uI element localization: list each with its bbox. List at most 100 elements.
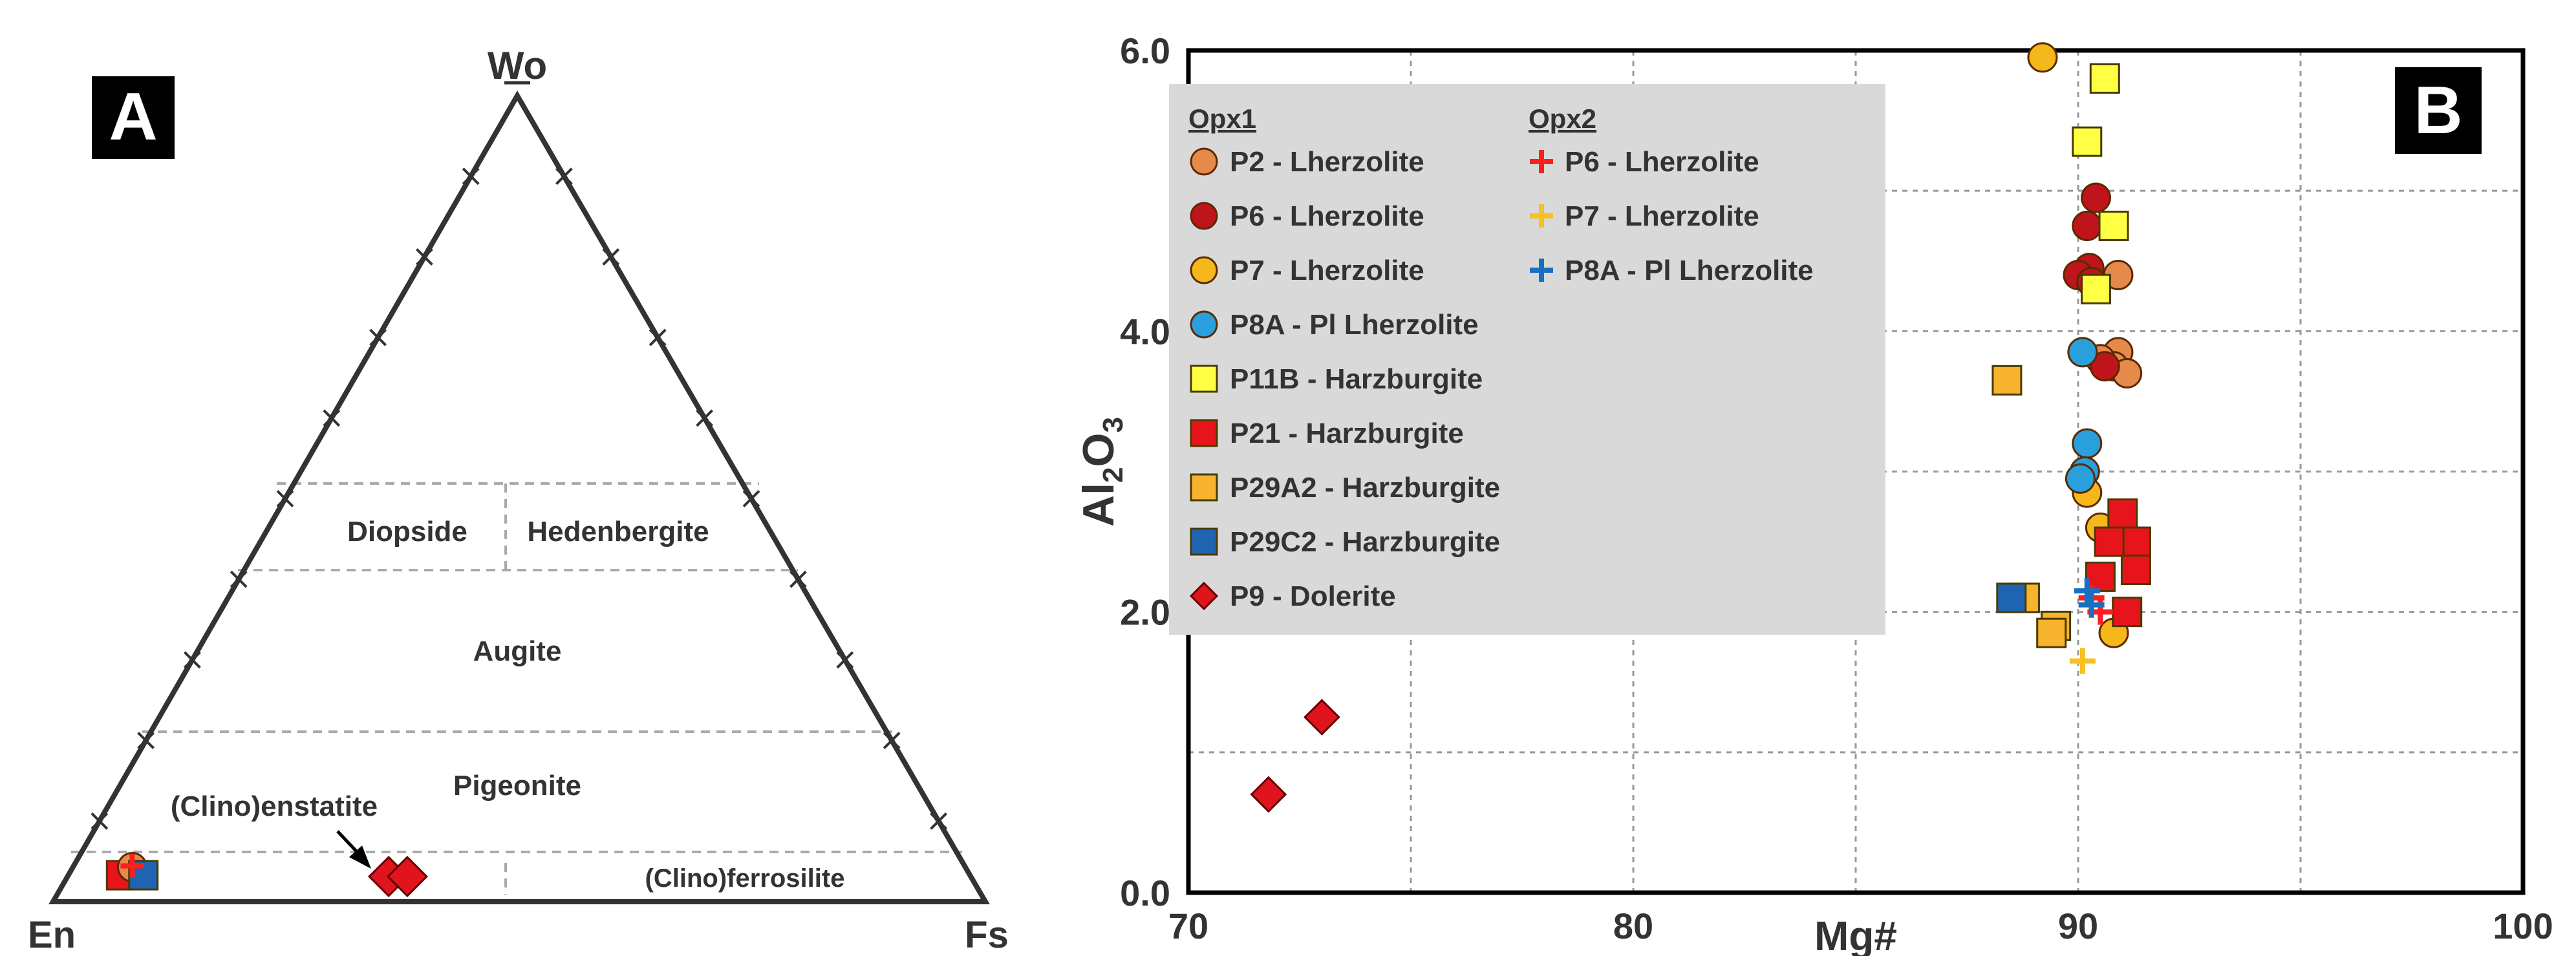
y-tick-label: 2.0 [1120, 592, 1170, 633]
point-opx1-5-5 [2112, 597, 2143, 628]
panel-a: Wo En Fs A Diopside Hedenbergite Augite … [28, 44, 1009, 956]
legend-marker-opx1-6 [1190, 473, 1218, 502]
ternary-tick-left-5 [276, 490, 294, 507]
ternary-point-dolerite-1 [386, 855, 429, 898]
legend-box [1169, 84, 1885, 635]
ternary-ticks [91, 167, 948, 830]
legend-opx1-title: Opx1 [1188, 103, 1256, 134]
legend-label-opx1-6: P29A2 - Harzburgite [1230, 472, 1500, 504]
legend-marker-opx1-8 [1189, 581, 1219, 611]
point-opx1-1-0 [2081, 182, 2112, 213]
point-opx1-8-0 [1304, 699, 1340, 736]
point-opx1-1-5 [2089, 351, 2120, 382]
point-opx1-5-1 [2120, 526, 2151, 557]
ternary-tick-right-9 [555, 167, 573, 186]
legend-marker-opx1-4 [1190, 365, 1218, 393]
legend-label-opx1-2: P7 - Lherzolite [1230, 255, 1424, 286]
apex-fs-label: Fs [965, 914, 1009, 956]
legend-marker-opx2-1 [1530, 204, 1553, 228]
ternary-tick-left-4 [230, 570, 248, 588]
x-axis-title: Mg# [1814, 913, 1897, 956]
ternary-tick-left-7 [369, 328, 387, 346]
legend-entries: P2 - Lherzolite P6 - Lherzolite P7 - Lherz… [1189, 146, 1814, 612]
panel-b: 70 80 90 100 0.0 2.0 4.0 6.0 Mg# Al2O3 Opx1 Opx… [1074, 30, 2553, 956]
point-opx1-1-1 [2072, 210, 2103, 241]
ternary-tick-right-3 [836, 651, 854, 669]
badge-b-label: B [2414, 73, 2462, 148]
badge-b: B [2395, 67, 2482, 154]
point-opx1-6-3 [2036, 617, 2067, 648]
field-clinoferrosilite: (Clino)ferrosilite [645, 864, 845, 893]
legend-opx2-title: Opx2 [1529, 103, 1596, 134]
field-augite: Augite [473, 635, 562, 667]
enstatite-arrow [336, 830, 371, 869]
legend-marker-opx1-2 [1190, 256, 1218, 284]
legend-label-opx1-4: P11B - Harzburgite [1230, 363, 1483, 395]
legend-label-opx1-7: P29C2 - Harzburgite [1230, 526, 1500, 558]
arrow-head [349, 845, 371, 869]
ternary-point-opx-cross [120, 854, 144, 878]
legend-label-opx1-5: P21 - Harzburgite [1230, 418, 1464, 449]
ternary-tick-left-1 [91, 812, 109, 830]
legend-marker-opx1-7 [1190, 527, 1218, 556]
badge-a: A [92, 76, 175, 159]
point-opx1-3-1 [2072, 428, 2103, 459]
badge-a-label: A [109, 80, 157, 154]
data-points [1250, 42, 2151, 813]
point-opx1-4-2 [2098, 210, 2129, 241]
badge-a-box [92, 76, 175, 159]
ternary-tick-right-4 [789, 570, 807, 588]
point-opx1-7-0 [1996, 582, 2027, 613]
y-tick-label: 4.0 [1120, 311, 1170, 352]
legend-label-opx1-3: P8A - Pl Lherzolite [1230, 309, 1479, 341]
ternary-field-lines [71, 482, 962, 895]
field-pigeonite: Pigeonite [453, 770, 581, 802]
ternary-tick-right-1 [930, 812, 948, 830]
point-opx1-5-0 [2107, 498, 2138, 529]
point-opx1-8-1 [1250, 776, 1287, 813]
point-opx1-3-0 [2067, 337, 2098, 368]
point-opx1-4-0 [2089, 63, 2120, 94]
point-opx1-3-3 [2065, 463, 2096, 494]
legend-label-opx1-1: P6 - Lherzolite [1230, 200, 1424, 232]
field-clinoenstatite: (Clino)enstatite [171, 791, 378, 822]
legend-marker-opx1-5 [1190, 419, 1218, 447]
legend-label-opx2-1: P7 - Lherzolite [1565, 200, 1759, 232]
point-opx1-5-2 [2094, 526, 2125, 557]
legend-label-opx1-8: P9 - Dolerite [1230, 580, 1396, 612]
legend-marker-opx1-1 [1190, 202, 1218, 230]
ternary-tick-left-2 [137, 732, 155, 750]
legend-marker-opx1-3 [1190, 310, 1218, 339]
x-tick-label: 90 [2058, 906, 2098, 946]
legend-marker-opx2-2 [1530, 259, 1553, 282]
legend: Opx1 Opx2 P2 - Lherzolite P6 - Lherzolite… [1169, 84, 1885, 635]
apex-en-label: En [28, 914, 76, 956]
ternary-tick-right-6 [696, 409, 714, 427]
legend-label-opx2-0: P6 - Lherzolite [1565, 146, 1759, 178]
ternary-tick-left-8 [415, 248, 433, 266]
ternary-tick-left-6 [323, 409, 341, 427]
ternary-tick-right-8 [602, 248, 620, 266]
y-axis-title: Al2O3 [1074, 417, 1129, 527]
x-tick-label: 100 [2493, 906, 2553, 946]
ternary-points [105, 852, 429, 898]
point-opx1-2-0 [2027, 42, 2058, 73]
point-opx2-10-0 [2069, 648, 2096, 674]
point-opx1-6-0 [1991, 365, 2023, 396]
legend-label-opx2-2: P8A - Pl Lherzolite [1565, 255, 1814, 286]
field-diopside: Diopside [347, 516, 467, 547]
x-tick-label: 80 [1613, 906, 1653, 946]
x-tick-label: 70 [1168, 906, 1208, 946]
ternary-tick-right-5 [742, 490, 760, 507]
ternary-tick-right-7 [649, 328, 667, 346]
legend-label-opx1-0: P2 - Lherzolite [1230, 146, 1424, 178]
point-opx1-5-4 [2085, 561, 2116, 592]
y-tick-label: 0.0 [1120, 873, 1170, 913]
point-opx1-4-1 [2072, 126, 2103, 157]
point-opx1-4-3 [2081, 273, 2112, 304]
y-tick-label: 6.0 [1120, 30, 1170, 71]
axis-tick-labels: 70 80 90 100 0.0 2.0 4.0 6.0 [1120, 30, 2553, 946]
legend-marker-opx1-0 [1190, 147, 1218, 176]
apex-wo-label: Wo [488, 44, 547, 87]
